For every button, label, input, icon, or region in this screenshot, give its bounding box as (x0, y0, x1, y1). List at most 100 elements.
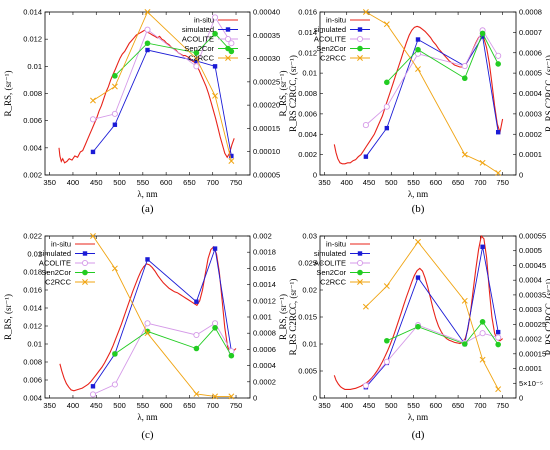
x-tick-label: 350 (318, 178, 331, 187)
data-point-simulated (384, 125, 390, 131)
x-tick-label: 400 (67, 178, 80, 187)
data-point-acolite (383, 103, 390, 110)
legend-label: ACOLITE (314, 35, 346, 44)
data-point-simulated (90, 149, 96, 155)
y-tick-label: 0.01 (302, 340, 317, 349)
y-axis-label: R_RS, (sr⁻¹) (3, 71, 13, 117)
y2-tick-label: 0.00015 (253, 124, 280, 133)
data-point-simulated (480, 244, 485, 249)
y-tick-label: 0.005 (298, 367, 317, 376)
legend-marker (82, 279, 88, 285)
data-point-c2rcc (479, 159, 486, 166)
y-tick-label: 0.022 (23, 232, 42, 241)
data-point-acolite (495, 334, 502, 341)
y2-tick-label: 0.002 (253, 232, 272, 241)
y-tick-label: 0.01 (27, 62, 42, 71)
data-point-sen2cor (193, 345, 200, 352)
y2-tick-label: 0.00005 (253, 171, 280, 180)
legend-marker (357, 269, 363, 276)
series-line-simulated (365, 35, 499, 157)
data-point-acolite (89, 391, 97, 398)
data-point-acolite (362, 122, 369, 129)
y2-tick-label: 5×10⁻⁵ (519, 379, 543, 388)
y2-tick-label: 0.0008 (253, 329, 276, 338)
data-point-acolite (111, 381, 118, 388)
y2-tick-label: 0.00035 (253, 31, 280, 40)
legend-marker (357, 55, 363, 61)
data-point-simulated (145, 47, 150, 53)
y-tick-label: 0.012 (23, 35, 42, 44)
y-tick-label: 0.025 (298, 259, 317, 268)
legend-marker (82, 251, 88, 256)
y-tick-label: 0.018 (23, 268, 42, 277)
panel-caption: (a) (141, 203, 154, 215)
data-point-acolite (383, 358, 390, 365)
panel-caption: (d) (412, 429, 425, 441)
y2-tick-label: 0.00010 (253, 147, 280, 156)
y-axis-label: R_RS, (sr⁻¹) (278, 294, 288, 340)
x-tick-label: 750 (496, 401, 509, 410)
legend-label: Sen2Cor (184, 44, 214, 53)
data-point-c2rcc (495, 386, 502, 393)
y-tick-label: 0.004 (298, 130, 317, 139)
data-point-sen2cor (228, 352, 235, 359)
legend-marker (357, 279, 363, 285)
panel-d: 350 400 450 500 550 600 650 700 750 0 0.005 0.01 0.0… (278, 232, 550, 442)
x-axis-label: λ, nm (137, 189, 157, 199)
data-point-c2rcc (461, 151, 468, 158)
x-tick-label: 550 (407, 178, 420, 187)
x-tick-label: 600 (160, 401, 173, 410)
y-tick-label: 0.014 (23, 304, 42, 313)
y2-axis-label: R_RS C2RCC, (sr⁻¹) (544, 279, 550, 356)
y-tick-label: 0.02 (302, 286, 317, 295)
y2-tick-label: 0.0001 (519, 150, 542, 159)
legend-marker (356, 259, 364, 267)
panel-caption: (c) (141, 429, 154, 441)
data-point-sen2cor (479, 319, 486, 325)
legend-marker (357, 251, 363, 256)
data-point-c2rcc (383, 21, 390, 28)
y2-tick-label: 0.0014 (253, 280, 276, 289)
x-tick-label: 550 (407, 401, 420, 410)
y2-tick-label: 0.00025 (519, 320, 546, 329)
data-point-simulated (212, 64, 218, 69)
data-point-sen2cor (461, 341, 468, 347)
series-line-simulated (365, 246, 499, 388)
x-tick-label: 500 (113, 401, 126, 410)
x-axis-label: λ, nm (137, 412, 157, 422)
y2-tick-label: 0.0001 (519, 364, 542, 373)
legend-label: ACOLITE (39, 259, 71, 268)
legend-label: simulated (314, 249, 346, 258)
legend-marker (357, 45, 363, 52)
series-line-c2rcc (92, 11, 232, 162)
y-tick-label: 0.006 (298, 109, 317, 118)
data-point-acolite (461, 62, 468, 70)
data-point-c2rcc (212, 393, 219, 400)
legend-label: in-situ (326, 16, 346, 25)
y-tick-label: 0.01 (27, 340, 42, 349)
x-axis-label: λ, nm (408, 412, 428, 422)
panel-b: 350 400 450 500 550 600 650 700 750 0 0.002 0.004 0.… (278, 8, 550, 216)
data-point-acolite (111, 110, 118, 117)
data-point-acolite (495, 52, 502, 59)
x-tick-label: 500 (385, 178, 398, 187)
y2-tick-label: 0 (253, 394, 257, 403)
x-tick-label: 350 (43, 401, 56, 410)
data-point-simulated (480, 34, 485, 39)
data-point-c2rcc (461, 297, 468, 304)
y2-tick-label: 0.0004 (519, 89, 542, 98)
x-tick-label: 750 (230, 178, 243, 187)
y-tick-label: 0.006 (23, 376, 42, 385)
y2-tick-label: 0.00020 (253, 101, 280, 110)
x-tick-label: 500 (113, 178, 126, 187)
y2-tick-label: 0.00025 (253, 77, 280, 86)
y2-tick-label: 0.0002 (519, 335, 542, 344)
x-tick-label: 350 (43, 178, 56, 187)
y-axis-label: R_RS, (sr⁻¹) (3, 294, 13, 340)
y2-tick-label: 0.0006 (253, 345, 276, 354)
data-point-c2rcc (111, 83, 118, 90)
x-tick-label: 450 (90, 178, 103, 187)
x-tick-label: 650 (452, 178, 465, 187)
y2-tick-label: 0.00035 (519, 290, 546, 299)
